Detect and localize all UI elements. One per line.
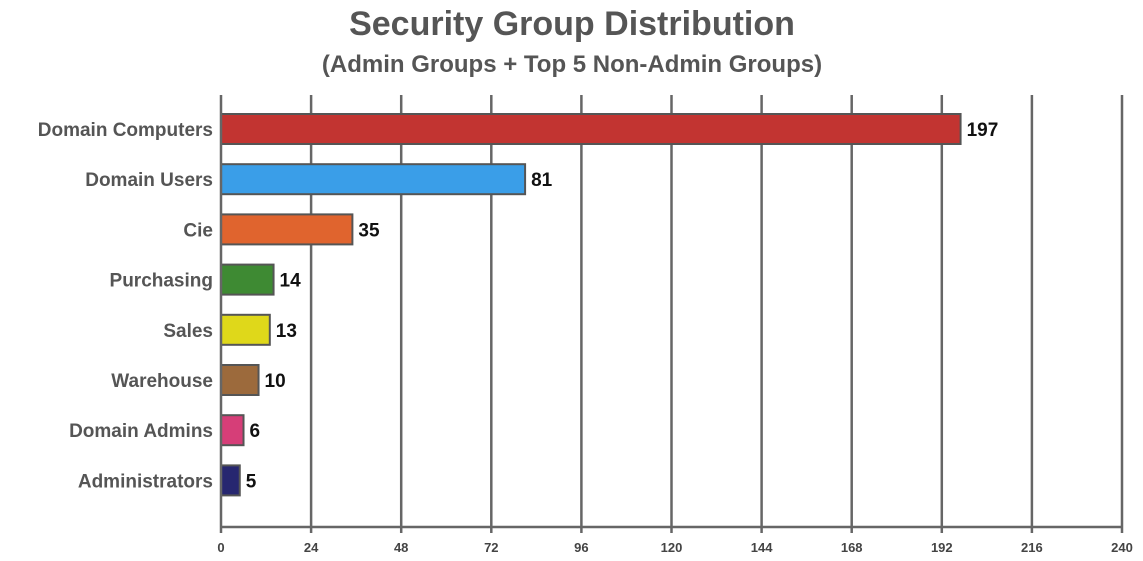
category-label: Domain Computers — [38, 120, 213, 141]
category-label: Warehouse — [111, 371, 213, 392]
chart-subtitle: (Admin Groups + Top 5 Non-Admin Groups) — [322, 51, 822, 78]
x-tick-label: 24 — [304, 540, 319, 555]
bar-purchasing — [220, 263, 275, 296]
grid-lines — [309, 95, 1124, 527]
x-tick-label: 144 — [751, 540, 773, 555]
value-label: 35 — [358, 220, 380, 241]
x-tick-label: 96 — [574, 540, 588, 555]
x-tick-label: 48 — [394, 540, 408, 555]
value-label: 197 — [967, 120, 999, 141]
category-label: Sales — [163, 321, 213, 342]
x-tick-label: 192 — [931, 540, 953, 555]
bar-domain-admins — [220, 414, 245, 447]
x-tick-label: 168 — [841, 540, 863, 555]
x-tick-label: 216 — [1021, 540, 1043, 555]
axes — [219, 95, 1124, 533]
labels: 0 24 48 72 96 120 144 168 192 216 240 Domain Comput… — [38, 120, 1133, 555]
x-tick-label: 72 — [484, 540, 498, 555]
x-tick-label: 240 — [1111, 540, 1133, 555]
bar-warehouse — [220, 364, 260, 396]
value-label: 5 — [246, 471, 257, 492]
category-label: Purchasing — [110, 271, 213, 292]
bar-administrators — [220, 464, 241, 497]
value-label: 10 — [265, 371, 286, 392]
bars — [220, 113, 962, 497]
bar-domain-users — [220, 163, 527, 196]
x-tick-label: 0 — [217, 540, 224, 555]
category-label: Domain Users — [85, 170, 213, 191]
value-label: 6 — [250, 421, 261, 442]
value-label: 81 — [531, 170, 553, 191]
category-label: Administrators — [78, 471, 213, 492]
bar-cie — [220, 213, 354, 246]
value-label: 13 — [276, 321, 297, 342]
value-label: 14 — [280, 271, 302, 292]
bar-sales — [220, 313, 271, 346]
chart-title: Security Group Distribution — [349, 5, 795, 43]
category-label: Cie — [183, 220, 213, 241]
category-label: Domain Admins — [69, 421, 213, 442]
bar-domain-computers — [220, 113, 962, 145]
x-tick-label: 120 — [661, 540, 683, 555]
